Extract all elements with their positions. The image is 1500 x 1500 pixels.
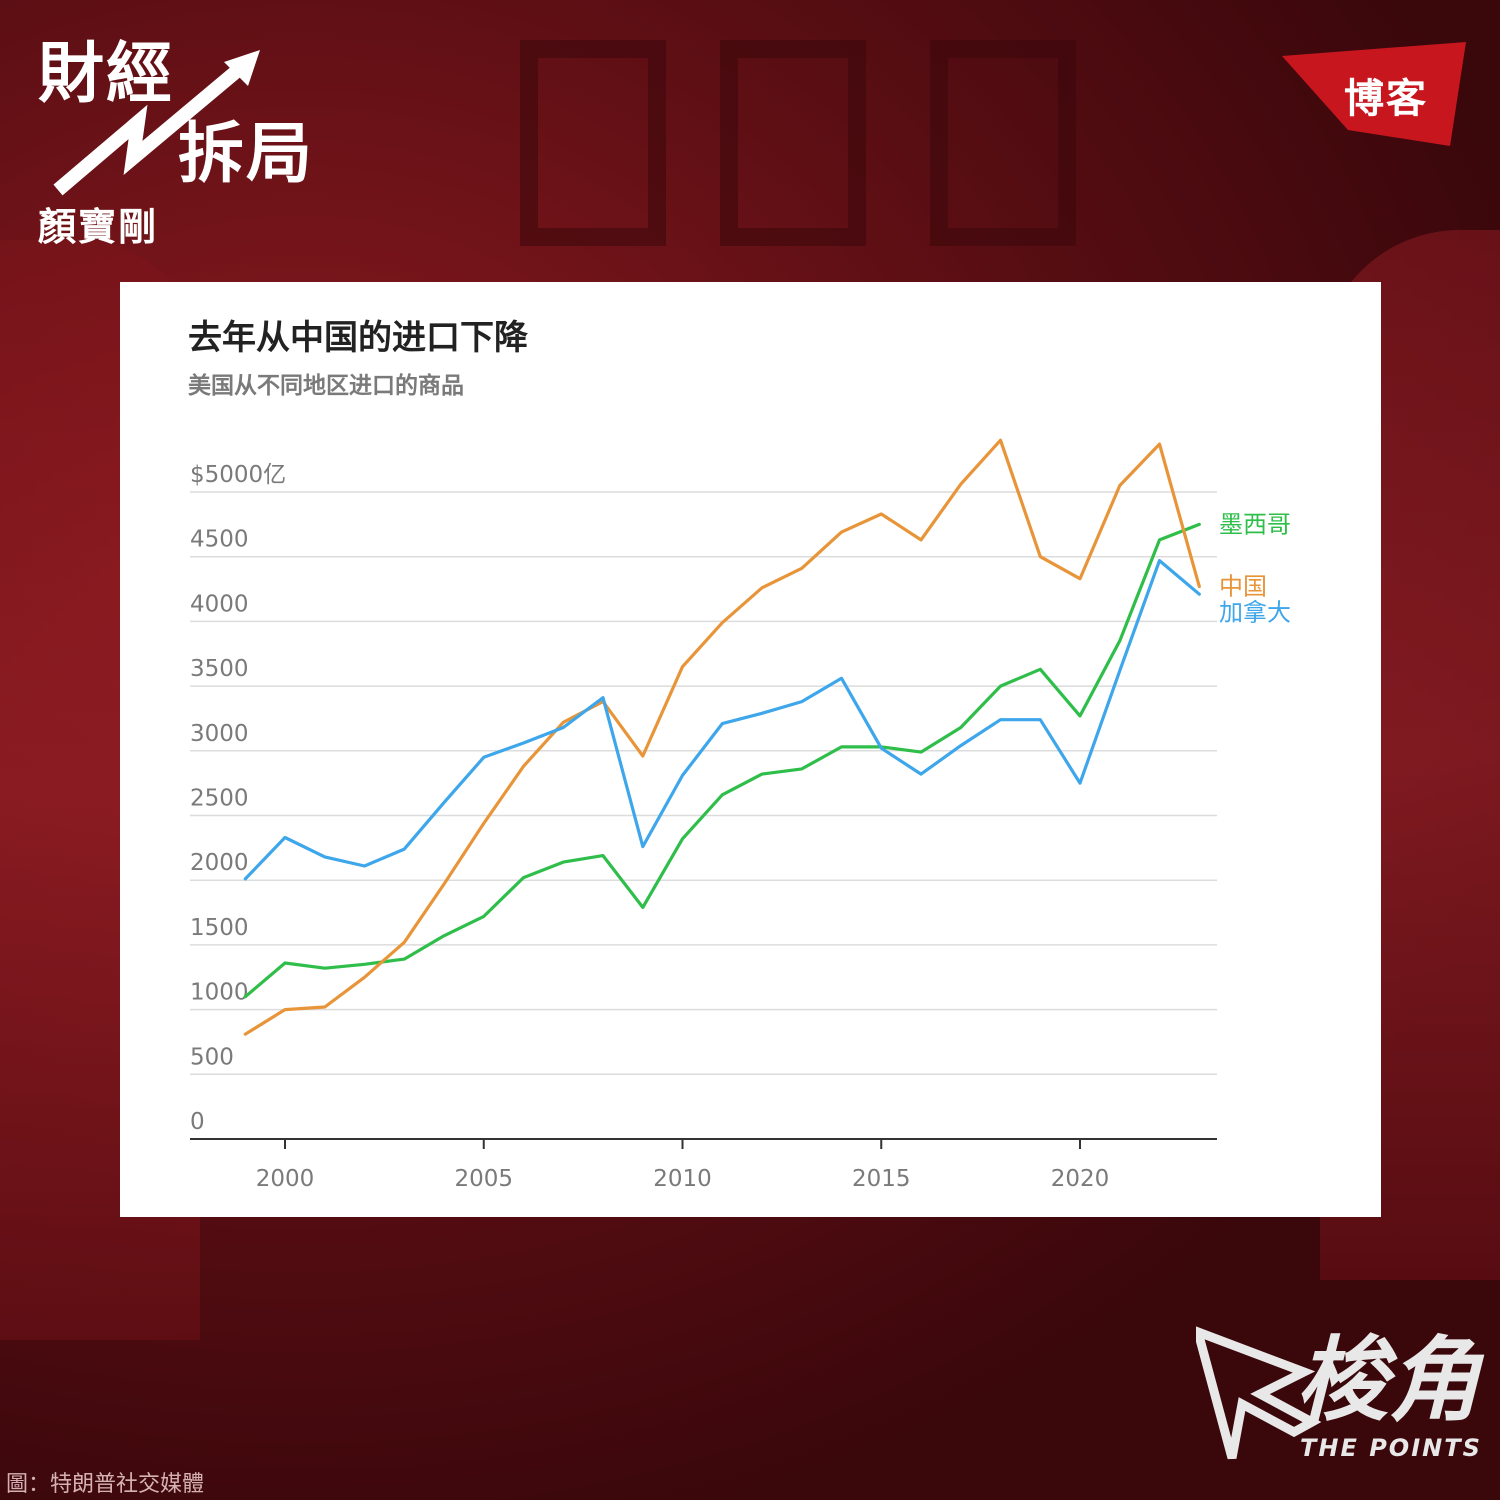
chart-card: 0 500 1000 1500 2000 2500 3000 3500 4000 4500 $500… xyxy=(120,282,1381,1217)
y-tick-label: 2500 xyxy=(190,786,249,812)
line-chart: 0 500 1000 1500 2000 2500 3000 3500 4000 4500 $500… xyxy=(190,438,1291,1192)
image-credit: 圖：特朗普社交媒體 xyxy=(6,1472,205,1497)
y-tick-label: 3500 xyxy=(190,656,249,682)
chart-title: 去年从中国的进口下降 xyxy=(188,318,528,358)
series-label-china: 中国 xyxy=(1219,572,1267,600)
brand-title-line1: 財經 xyxy=(38,34,174,112)
paper-plane-icon xyxy=(1196,1326,1322,1460)
series-line-china xyxy=(243,438,1201,1036)
the-points-logo: 梭角 THE POINTS xyxy=(1196,1326,1485,1462)
background-frame xyxy=(720,40,866,246)
x-tick-label: 2010 xyxy=(653,1166,712,1192)
series-label-mexico: 墨西哥 xyxy=(1219,510,1291,538)
x-tick-label: 2015 xyxy=(852,1166,911,1192)
blog-tag-badge xyxy=(1282,42,1466,146)
x-tick-label: 2005 xyxy=(454,1166,513,1192)
trend-arrow-icon xyxy=(53,50,260,196)
y-tick-label: 2000 xyxy=(190,850,249,876)
series-label-canada: 加拿大 xyxy=(1219,598,1291,626)
column-brand: 財經 拆局 xyxy=(38,40,338,200)
background-frame xyxy=(930,40,1076,246)
background-frame xyxy=(520,40,666,246)
y-tick-label: 3000 xyxy=(190,721,249,747)
y-tick-label: 1500 xyxy=(190,915,249,941)
logo-sub-text: THE POINTS xyxy=(1300,1434,1482,1462)
blog-tag-label: 博客 xyxy=(1344,75,1428,122)
series-line-canada xyxy=(243,559,1201,881)
x-tick-label: 2020 xyxy=(1051,1166,1110,1192)
y-tick-label: $5000亿 xyxy=(190,462,286,488)
author-name: 顏寶剛 xyxy=(38,204,159,249)
y-tick-label: 4000 xyxy=(190,591,249,617)
y-tick-label: 4500 xyxy=(190,527,249,553)
y-tick-label: 0 xyxy=(190,1109,205,1135)
series-line-mexico xyxy=(243,522,1201,999)
x-tick-label: 2000 xyxy=(256,1166,315,1192)
brand-title-line2: 拆局 xyxy=(178,114,314,192)
chart-subtitle: 美国从不同地区进口的商品 xyxy=(188,373,464,399)
y-tick-label: 1000 xyxy=(190,980,249,1006)
logo-main-text: 梭角 xyxy=(1296,1327,1485,1434)
y-tick-label: 500 xyxy=(190,1044,234,1070)
